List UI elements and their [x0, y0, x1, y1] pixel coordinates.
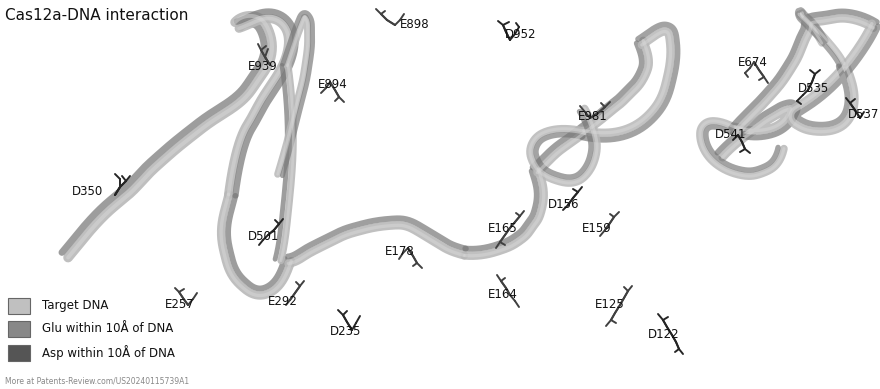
Text: D350: D350 [72, 185, 103, 198]
Text: E898: E898 [400, 18, 429, 31]
Text: E257: E257 [165, 298, 194, 311]
Text: E178: E178 [385, 245, 414, 258]
Text: Glu within 10Å of DNA: Glu within 10Å of DNA [42, 322, 173, 335]
Text: D122: D122 [648, 328, 679, 341]
FancyBboxPatch shape [8, 345, 30, 361]
Text: Target DNA: Target DNA [42, 300, 108, 312]
Text: E674: E674 [738, 56, 768, 69]
Text: E165: E165 [488, 222, 517, 235]
Text: D541: D541 [715, 128, 746, 141]
FancyBboxPatch shape [8, 298, 30, 314]
Text: Asp within 10Å of DNA: Asp within 10Å of DNA [42, 345, 175, 361]
Text: E125: E125 [595, 298, 625, 311]
Text: D537: D537 [848, 108, 879, 121]
Text: More at Patents-Review.com/US20240115739A1: More at Patents-Review.com/US20240115739… [5, 377, 189, 386]
Text: D952: D952 [505, 28, 537, 41]
Text: D535: D535 [798, 82, 829, 95]
Text: E164: E164 [488, 288, 517, 301]
Text: E292: E292 [268, 295, 297, 308]
Text: E159: E159 [582, 222, 612, 235]
Text: E894: E894 [318, 78, 348, 91]
Text: D156: D156 [548, 198, 580, 211]
Text: E981: E981 [578, 110, 608, 123]
Text: D235: D235 [330, 325, 362, 338]
FancyBboxPatch shape [8, 321, 30, 337]
Text: Cas12a-DNA interaction: Cas12a-DNA interaction [5, 8, 188, 23]
Text: E939: E939 [248, 60, 278, 73]
Text: D501: D501 [248, 230, 279, 243]
